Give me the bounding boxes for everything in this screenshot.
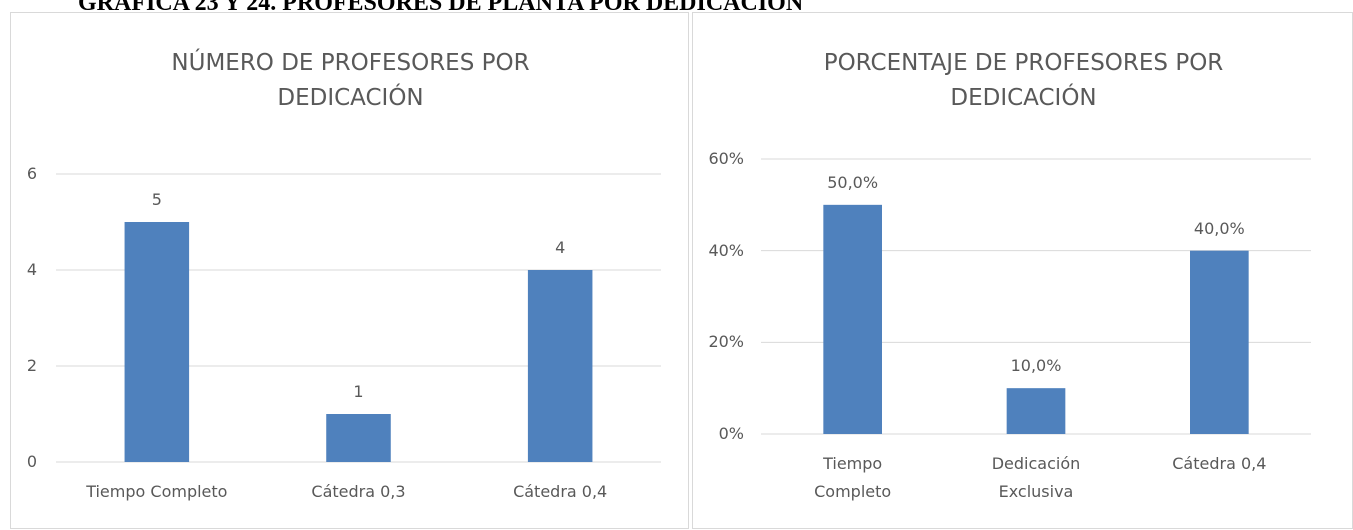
x-tick-label: Cátedra 0,4 xyxy=(513,482,608,501)
data-label: 5 xyxy=(151,190,162,209)
x-tick-label: Tiempo Completo xyxy=(814,454,892,501)
data-label: 50,0% xyxy=(827,172,879,192)
plot xyxy=(761,158,1311,435)
bar xyxy=(124,222,190,462)
data-label: 4 xyxy=(555,238,566,257)
chart-title: NÚMERO DE PROFESORES POR DEDICACIÓN xyxy=(171,50,530,111)
chart-panel: NÚMERO DE PROFESORES POR DEDICACIÓN 0 2 4 6 5… xyxy=(10,12,689,529)
chart-title: PORCENTAJE DE PROFESORES POR DEDICACIÓN xyxy=(823,50,1224,111)
bar xyxy=(527,270,593,462)
y-tick-label: 2 xyxy=(26,356,37,375)
data-label: 1 xyxy=(353,382,364,401)
y-tick-label: 0 xyxy=(26,452,37,471)
bar xyxy=(823,204,882,434)
y-tick-label: 40% xyxy=(708,240,744,260)
y-tick-label: 6 xyxy=(26,164,37,183)
data-label: 40,0% xyxy=(1193,218,1245,238)
x-tick-label: Cátedra 0,4 xyxy=(1172,454,1267,473)
x-tick-label: Tiempo Completo xyxy=(86,482,228,501)
y-tick-label: 4 xyxy=(26,260,37,279)
x-tick-label: Dedicación Exclusiva xyxy=(991,454,1081,501)
y-tick-label: 20% xyxy=(708,332,744,352)
chart-panel: PORCENTAJE DE PROFESORES POR DEDICACIÓN 0… xyxy=(692,12,1353,529)
y-tick-label: 60% xyxy=(708,149,744,168)
y-tick-label: 0% xyxy=(718,424,744,443)
x-tick-label: Cátedra 0,3 xyxy=(311,482,406,501)
bar xyxy=(1006,388,1066,434)
plot xyxy=(56,173,661,463)
bar xyxy=(326,414,391,462)
data-label: 10,0% xyxy=(1010,356,1062,376)
bar xyxy=(1190,250,1249,434)
